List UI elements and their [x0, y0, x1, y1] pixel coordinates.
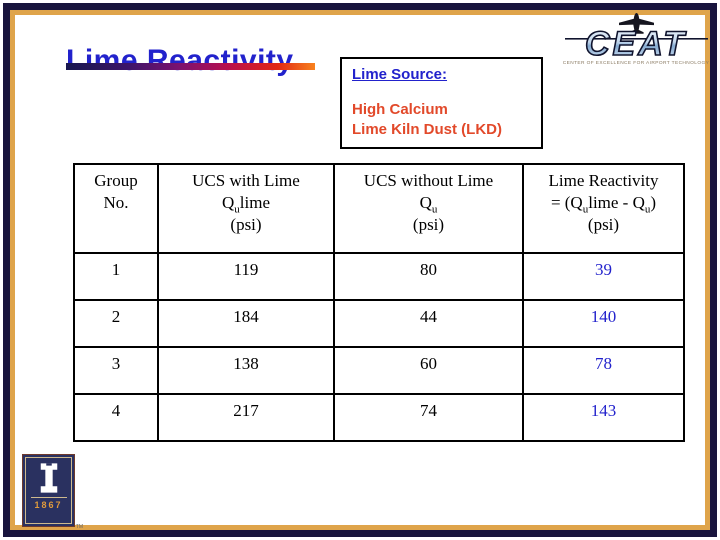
table-row: 2 184 44 140 — [73, 299, 685, 348]
col-header-lime-reactivity: Lime Reactivity = (Qulime - Qu) (psi) — [522, 163, 685, 254]
illinois-rule — [30, 497, 67, 498]
lime-reactivity-cell: 78 — [522, 346, 685, 395]
ucs-with-lime-cell: 217 — [157, 393, 335, 442]
col-header-ucs-with-lime: UCS with Lime Qulime (psi) — [157, 163, 335, 254]
ucs-with-lime-cell: 119 — [157, 252, 335, 301]
table-row: 3 138 60 78 — [73, 346, 685, 395]
group-no-cell: 4 — [73, 393, 159, 442]
col-header-ucs-without-lime: UCS without Lime Qu (psi) — [333, 163, 524, 254]
lime-source-heading: Lime Source: — [352, 66, 448, 83]
group-no-cell: 2 — [73, 299, 159, 348]
page-title: Lime Reactivity — [66, 44, 294, 78]
lime-source-line-2: Lime Kiln Dust (LKD) — [352, 121, 502, 138]
lime-reactivity-cell: 143 — [522, 393, 685, 442]
lime-source-box: Lime Source: High Calcium Lime Kiln Dust… — [340, 57, 543, 149]
lime-source-line-1: High Calcium — [352, 101, 448, 118]
ceat-acronym: CEAT — [585, 25, 687, 63]
column-i-icon — [40, 463, 57, 493]
ceat-logo: CEAT CENTER OF EXCELLENCE FOR AIRPORT TE… — [563, 13, 710, 66]
lime-reactivity-table: Group No. UCS with Lime Qulime (psi) UCS… — [73, 163, 685, 442]
title-gradient-underline — [66, 63, 315, 70]
group-no-cell: 3 — [73, 346, 159, 395]
ceat-speed-line — [565, 38, 708, 40]
ucs-without-lime-cell: 74 — [333, 393, 524, 442]
table-row: 4 217 74 143 — [73, 393, 685, 442]
airplane-icon — [619, 13, 654, 34]
ceat-caption: CENTER OF EXCELLENCE FOR AIRPORT TECHNOL… — [563, 60, 710, 66]
ucs-without-lime-cell: 44 — [333, 299, 524, 348]
ucs-with-lime-cell: 138 — [157, 346, 335, 395]
ucs-without-lime-cell: 80 — [333, 252, 524, 301]
table-header-row: Group No. UCS with Lime Qulime (psi) UCS… — [73, 163, 685, 254]
illinois-logo: 1867 TM — [22, 454, 83, 530]
lime-reactivity-cell: 140 — [522, 299, 685, 348]
group-no-cell: 1 — [73, 252, 159, 301]
ucs-with-lime-cell: 184 — [157, 299, 335, 348]
trademark-label: TM — [75, 524, 83, 530]
lime-reactivity-cell: 39 — [522, 252, 685, 301]
ucs-without-lime-cell: 60 — [333, 346, 524, 395]
col-header-group-no: Group No. — [73, 163, 159, 254]
table-row: 1 119 80 39 — [73, 252, 685, 301]
illinois-year: 1867 — [34, 500, 63, 510]
